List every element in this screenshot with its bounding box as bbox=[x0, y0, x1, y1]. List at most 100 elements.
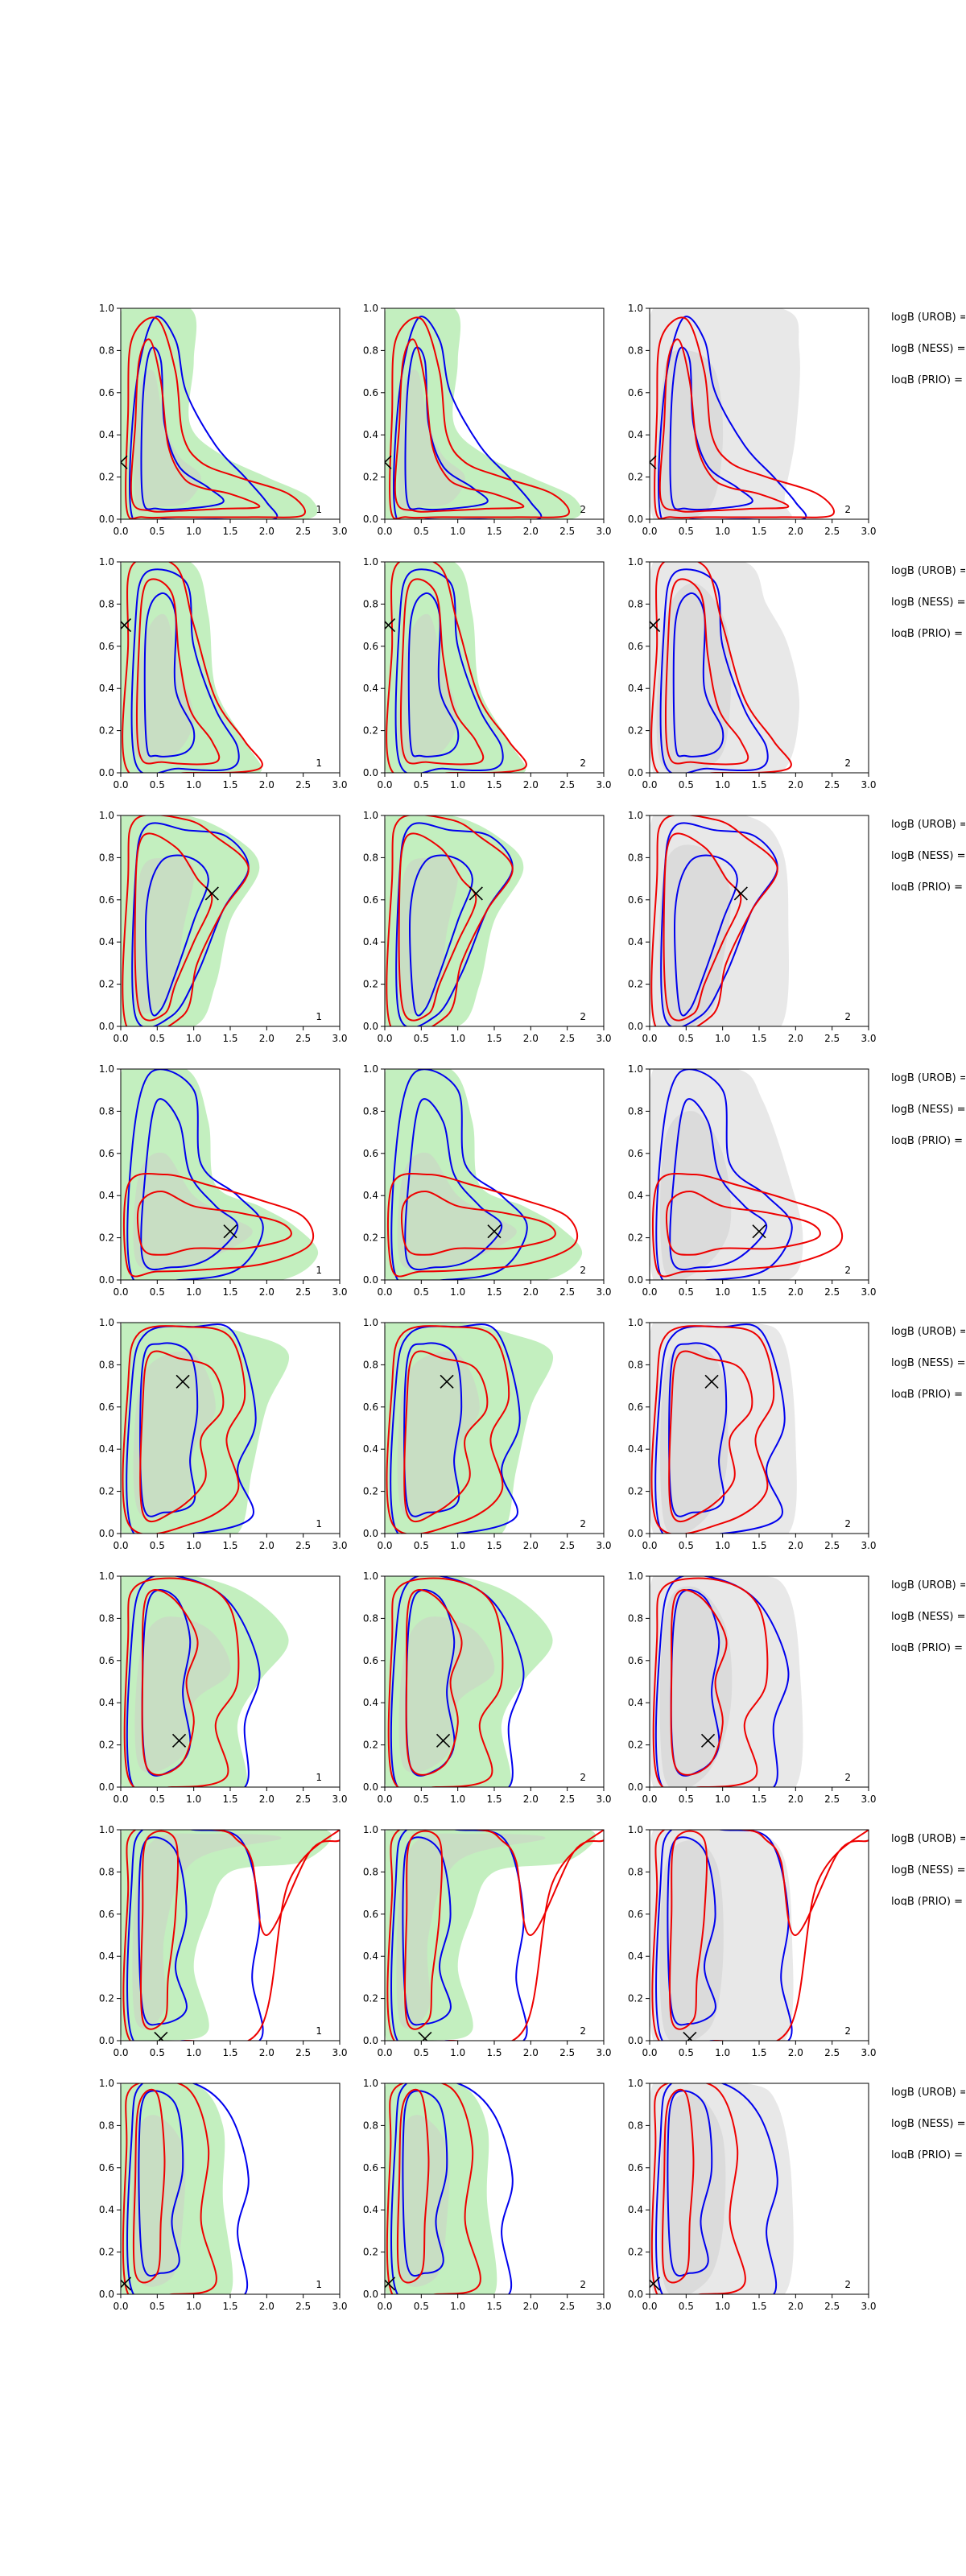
x-tick-label: 3.0 bbox=[596, 779, 611, 791]
true-value-marker bbox=[175, 1374, 190, 1389]
x-tick-label: 3.0 bbox=[332, 779, 347, 791]
y-tick-label: 0.6 bbox=[628, 1148, 643, 1159]
y-tick-label: 0.6 bbox=[363, 1148, 378, 1159]
panel-r7-c3: 0.0 0.5 1.0 1.5 2.0 2.5 3.0 0.0 0.2 0.4 0.6 0.8 1.0 2 bbox=[628, 1824, 877, 2058]
panel-r7-c1: 0.0 0.5 1.0 1.5 2.0 2.5 3.0 0.0 0.2 0.4 0.6 0.8 1.0 1 bbox=[99, 1824, 348, 2058]
plot-area bbox=[385, 1069, 582, 1280]
row-7-logb-labels: logB (UROB) = logB (NESS) = logB (PRIO) = bbox=[891, 1833, 965, 1905]
x-tick-label: 3.0 bbox=[596, 1794, 611, 1805]
x-tick-label: 1.0 bbox=[715, 1540, 730, 1551]
row-4-logb-labels: logB (UROB) = logB (NESS) = logB (PRIO) = bbox=[891, 1072, 965, 1145]
y-tick-label: 0.2 bbox=[363, 2247, 378, 2258]
panel-tag: 2 bbox=[844, 2025, 851, 2037]
x-tick-label: 2.5 bbox=[824, 779, 840, 791]
x-tick-label: 1.0 bbox=[715, 1286, 730, 1298]
panel-tag: 2 bbox=[844, 1265, 851, 1276]
x-tick-label: 2.5 bbox=[559, 2047, 575, 2058]
x-tick-label: 3.0 bbox=[332, 1794, 347, 1805]
x-tick-label: 3.0 bbox=[861, 2301, 876, 2312]
x-tick-label: 1.5 bbox=[222, 1033, 237, 1044]
x-tick-label: 0.5 bbox=[679, 1794, 694, 1805]
y-tick-label: 0.0 bbox=[628, 1781, 643, 1793]
y-tick-label: 0.4 bbox=[628, 1443, 643, 1455]
y-tick-label: 0.0 bbox=[99, 1274, 114, 1286]
panel-r2-c1: 0.0 0.5 1.0 1.5 2.0 2.5 3.0 0.0 0.2 0.4 0.6 0.8 1.0 1 bbox=[99, 556, 348, 791]
y-tick-label: 0.8 bbox=[628, 1612, 643, 1624]
x-tick-label: 0.0 bbox=[377, 1286, 392, 1298]
gray-density-inner bbox=[660, 1344, 729, 1534]
y-tick-label: 1.0 bbox=[363, 1317, 378, 1328]
y-tick-label: 0.6 bbox=[99, 1148, 114, 1159]
panel-tag: 2 bbox=[580, 1265, 586, 1276]
x-tick-label: 0.0 bbox=[113, 526, 128, 537]
y-tick-label: 0.8 bbox=[363, 598, 378, 609]
y-tick-label: 0.4 bbox=[363, 1951, 378, 1962]
x-tick-label: 2.5 bbox=[295, 1286, 311, 1298]
y-tick-label: 0.0 bbox=[628, 514, 643, 525]
panel-r3-c3: 0.0 0.5 1.0 1.5 2.0 2.5 3.0 0.0 0.2 0.4 0.6 0.8 1.0 2 bbox=[628, 810, 877, 1044]
x-tick-label: 0.0 bbox=[377, 526, 392, 537]
x-tick-label: 0.5 bbox=[679, 1286, 694, 1298]
x-tick-label: 0.5 bbox=[150, 1033, 165, 1044]
blue-contour-inner bbox=[669, 346, 753, 511]
x-tick-label: 0.5 bbox=[414, 779, 429, 791]
y-tick-label: 0.0 bbox=[628, 2289, 643, 2300]
plot-area bbox=[385, 2083, 514, 2294]
x-tick-label: 2.0 bbox=[788, 1794, 803, 1805]
red-contour-inner bbox=[670, 1589, 728, 1776]
blue-contour-inner bbox=[667, 2090, 713, 2277]
x-tick-label: 2.5 bbox=[559, 526, 575, 537]
x-tick-label: 2.0 bbox=[523, 2301, 539, 2312]
red-contour-inner bbox=[399, 578, 485, 766]
y-tick-label: 1.0 bbox=[363, 303, 378, 314]
y-tick-label: 0.0 bbox=[363, 1781, 378, 1793]
y-tick-label: 0.4 bbox=[99, 683, 114, 694]
blue-contour-inner bbox=[674, 854, 738, 1017]
y-tick-label: 0.8 bbox=[628, 598, 643, 609]
y-tick-label: 0.0 bbox=[99, 514, 114, 525]
panel-tag: 2 bbox=[844, 1011, 851, 1022]
x-tick-label: 0.5 bbox=[414, 1033, 429, 1044]
y-tick-label: 0.6 bbox=[99, 894, 114, 906]
panel-tag: 2 bbox=[844, 2279, 851, 2290]
x-tick-label: 2.0 bbox=[523, 1286, 539, 1298]
logb-label: logB (UROB) = bbox=[891, 1326, 965, 1338]
red-contour-inner bbox=[394, 338, 525, 513]
plot-area bbox=[385, 562, 527, 773]
y-tick-label: 0.4 bbox=[99, 936, 114, 947]
panel-tag: 2 bbox=[580, 1518, 586, 1530]
x-tick-label: 0.0 bbox=[642, 779, 657, 791]
x-tick-label: 1.5 bbox=[486, 2301, 502, 2312]
y-tick-label: 0.2 bbox=[363, 1232, 378, 1244]
red-contour-inner bbox=[396, 2088, 430, 2284]
true-value-marker bbox=[204, 886, 219, 901]
figure-row-7: 0.0 0.5 1.0 1.5 2.0 2.5 3.0 0.0 0.2 0.4 0.6 0.8 1.0 1… bbox=[99, 1824, 877, 2058]
y-tick-label: 0.4 bbox=[363, 2204, 378, 2215]
y-tick-label: 0.6 bbox=[99, 641, 114, 652]
x-tick-label: 0.5 bbox=[150, 1540, 165, 1551]
panel-tag: 2 bbox=[844, 1518, 851, 1530]
x-tick-label: 1.5 bbox=[222, 779, 237, 791]
y-tick-label: 0.2 bbox=[628, 1740, 643, 1751]
blue-contour-outer bbox=[126, 1576, 261, 1787]
y-tick-label: 0.8 bbox=[363, 2120, 378, 2131]
x-tick-label: 0.0 bbox=[377, 1540, 392, 1551]
logb-label: logB (PRIO) = bbox=[891, 1135, 963, 1145]
x-tick-label: 1.5 bbox=[486, 1033, 502, 1044]
y-tick-label: 0.6 bbox=[363, 894, 378, 906]
x-tick-label: 0.5 bbox=[679, 2047, 694, 2058]
y-tick-label: 0.8 bbox=[99, 1359, 114, 1370]
y-tick-label: 0.8 bbox=[363, 1105, 378, 1117]
red-contour-outer bbox=[651, 1172, 843, 1278]
blue-contour-inner bbox=[140, 346, 225, 511]
y-tick-label: 0.6 bbox=[628, 641, 643, 652]
x-tick-label: 1.0 bbox=[715, 1033, 730, 1044]
x-tick-label: 2.0 bbox=[259, 1794, 275, 1805]
red-contour-outer bbox=[386, 1172, 578, 1278]
y-tick-label: 0.4 bbox=[363, 936, 378, 947]
plot-area bbox=[121, 2083, 250, 2294]
red-contour-outer bbox=[122, 1172, 314, 1278]
x-tick-label: 1.5 bbox=[751, 779, 766, 791]
x-tick-label: 2.5 bbox=[559, 1033, 575, 1044]
